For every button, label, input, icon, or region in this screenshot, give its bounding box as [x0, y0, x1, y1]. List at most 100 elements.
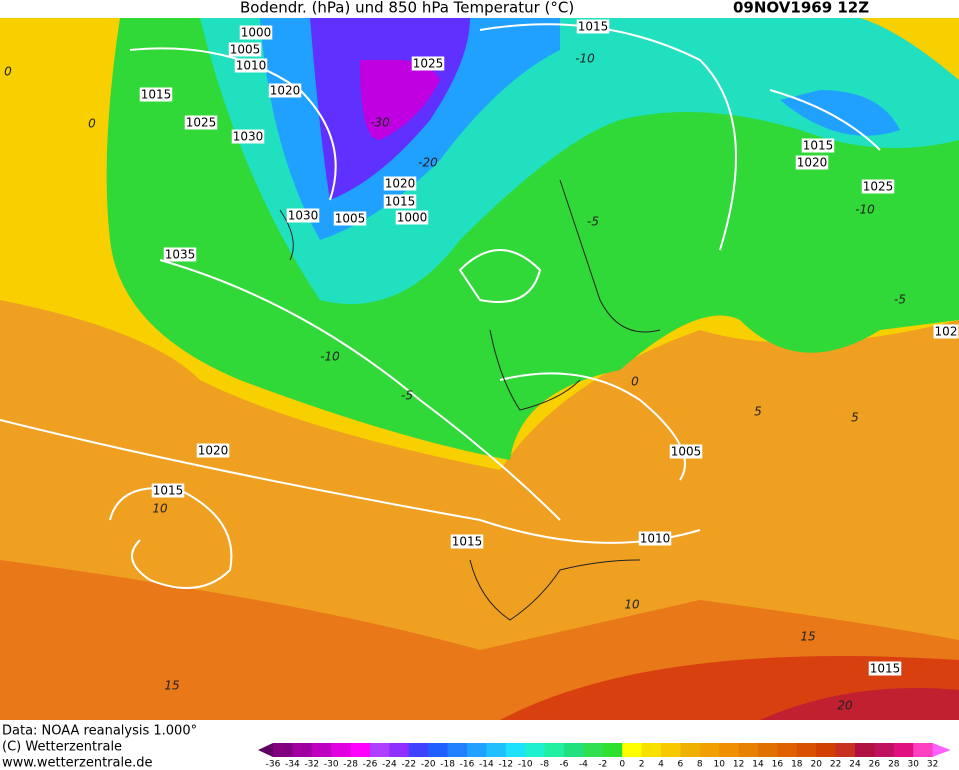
- colorbar-tick-label: 32: [927, 760, 938, 770]
- isobar-label-box: [268, 83, 302, 98]
- colorbar-tick-label: -12: [498, 760, 513, 770]
- isobar-label: 1030: [233, 130, 264, 144]
- temperature-label: 10: [624, 598, 640, 612]
- colorbar-tick-label: 6: [678, 760, 684, 770]
- colorbar-segment: [738, 743, 759, 757]
- colorbar-segment: [622, 743, 643, 757]
- colorbar-tick-label: -2: [598, 760, 607, 770]
- temperature-label: 20: [837, 699, 853, 713]
- colorbar-tick-label: 12: [733, 760, 744, 770]
- isobar-label: 1005: [671, 445, 702, 459]
- colorbar-segment: [564, 743, 584, 757]
- temperature-label: 0: [4, 65, 12, 79]
- colorbar-segment: [486, 743, 507, 757]
- blue-zone-east: [780, 90, 900, 136]
- isobar-label-box: [868, 661, 902, 676]
- isobar-label-box: [151, 483, 185, 498]
- isobar-label: 1025: [186, 116, 217, 130]
- isobar-label-box: [333, 211, 367, 226]
- colorbar-tick-label: -4: [579, 760, 588, 770]
- colorbar-tick-label: 10: [713, 760, 725, 770]
- temperature-label: -10: [575, 52, 595, 66]
- colorbar-tick-label: -30: [324, 760, 339, 770]
- temperature-label: 15: [800, 630, 815, 644]
- isobar-label-box: [411, 56, 445, 71]
- temperature-label: -5: [894, 293, 906, 307]
- isobar-label-box: [184, 115, 218, 130]
- colorbar-tick-label: 28: [888, 760, 900, 770]
- temperature-label: 15: [164, 679, 179, 693]
- colorbar-tick-label: 16: [772, 760, 784, 770]
- colorbar-segment: [758, 743, 778, 757]
- isobar-label: 1005: [230, 43, 261, 57]
- isobar-label-box: [669, 444, 703, 459]
- isobar-label: 1025: [413, 57, 444, 71]
- isobar-label-box: [933, 324, 959, 339]
- colorbar-segment: [855, 743, 875, 757]
- colorbar-tick-label: 4: [658, 760, 664, 770]
- colorbar-segment: [525, 743, 546, 757]
- footer-copyright: (C) Wetterzentrale: [2, 740, 122, 755]
- hottest-band: [760, 688, 959, 720]
- isobar-label: 1000: [241, 26, 272, 40]
- isobar-label: 1015: [452, 535, 483, 549]
- map-labels: 1000100510101020101510251030103510251015…: [4, 19, 959, 713]
- isobar-label: 1005: [335, 212, 366, 226]
- colorbar-tick-label: 30: [907, 760, 919, 770]
- colorbar-tick-label: -22: [401, 760, 416, 770]
- temperature-label: 5: [754, 405, 762, 419]
- colorbar-segment: [835, 743, 856, 757]
- isobar-label: 1035: [165, 248, 196, 262]
- colorbar-segment: [370, 743, 390, 757]
- colorbar-tick-label: -28: [343, 760, 358, 770]
- isobar-label-box: [383, 176, 417, 191]
- colorbar-segment: [408, 743, 429, 757]
- map-date: 09NOV1969 12Z: [733, 0, 869, 17]
- colorbar-tick-label: 22: [830, 760, 841, 770]
- isobar-label: 1000: [397, 211, 428, 225]
- colorbar-tick-label: 18: [791, 760, 803, 770]
- isobar-label-box: [450, 534, 484, 549]
- isobar-label-box: [286, 208, 320, 223]
- isobar-label: 1015: [870, 662, 901, 676]
- purple-zone: [360, 60, 440, 140]
- colorbar-tick-label: -36: [266, 760, 281, 770]
- isobar-label: 1020: [198, 444, 229, 458]
- footer-url: www.wetterzentrale.de: [2, 756, 152, 770]
- isobar-label: 1020: [385, 177, 416, 191]
- colorbar-segment: [913, 743, 934, 757]
- isobar-label: 1015: [385, 195, 416, 209]
- colorbar-tick-label: -6: [560, 760, 569, 770]
- colorbar-segment: [777, 743, 798, 757]
- isobar-label-box: [638, 531, 672, 546]
- temperature-label: -10: [855, 203, 875, 217]
- isobar-label: 1010: [236, 59, 267, 73]
- colorbar-tick-label: -32: [304, 760, 319, 770]
- colorbar-segment: [641, 743, 662, 757]
- temperature-label: -20: [418, 156, 438, 170]
- isobar-label: 1020: [270, 84, 301, 98]
- colorbar-segment: [505, 743, 526, 757]
- colorbar-tick-label: 26: [869, 760, 881, 770]
- isobar-label: 1030: [288, 209, 319, 223]
- temperature-label: 0: [631, 375, 639, 389]
- colorbar-segment: [273, 743, 293, 757]
- coastlines: [279, 179, 661, 621]
- colorbar-segment: [447, 743, 468, 757]
- isobar-label: 1015: [803, 139, 834, 153]
- colorbar-segment: [874, 743, 895, 757]
- colorbar-tick-label: -10: [518, 760, 533, 770]
- colorbar-tick-label: 2: [639, 760, 645, 770]
- colorbar-segment: [816, 743, 837, 757]
- temperature-label: -5: [587, 215, 599, 229]
- colorbar-segment: [428, 743, 449, 757]
- isobar-label-box: [383, 194, 417, 209]
- isobar-label: 1015: [578, 20, 609, 34]
- isobar-label: 1015: [153, 484, 184, 498]
- colorbar-tick-label: 8: [697, 760, 703, 770]
- isobar-label-box: [196, 443, 230, 458]
- isobar-label-box: [139, 87, 173, 102]
- colorbar-tick-label: 0: [619, 760, 625, 770]
- isobar-label-box: [576, 19, 610, 34]
- isobar-label: 1015: [141, 88, 172, 102]
